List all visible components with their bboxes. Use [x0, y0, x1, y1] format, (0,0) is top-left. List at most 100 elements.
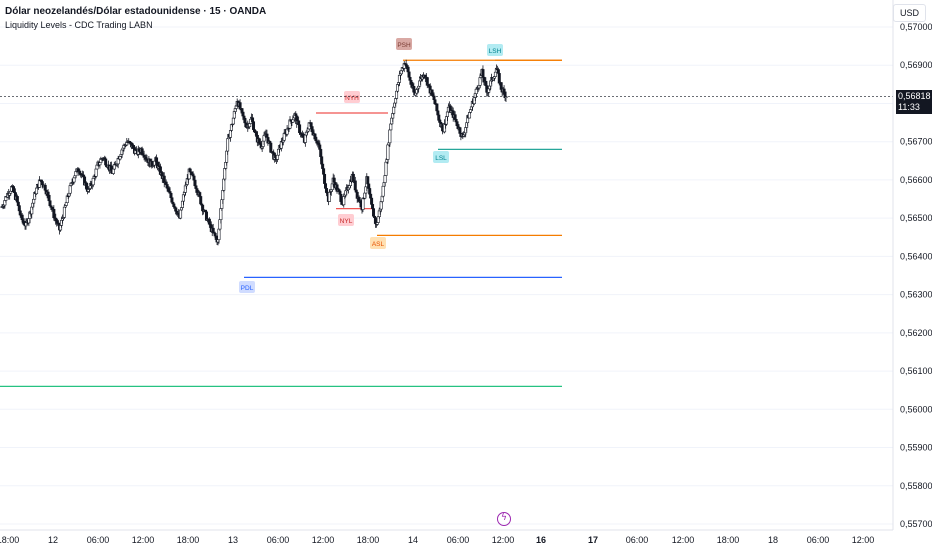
x-tick-label: 06:00	[87, 535, 110, 545]
candle-body	[372, 208, 376, 217]
last-price-value: 0,56818	[898, 90, 931, 101]
x-tick-label: 17	[588, 535, 598, 545]
level-tag-bg	[396, 38, 412, 50]
x-tick-label: 12:00	[312, 535, 335, 545]
last-price-tag: 0,56818 11:33	[896, 89, 932, 114]
candle-body	[433, 99, 437, 105]
y-tick-label: 0,56000	[900, 404, 932, 414]
candle-body	[198, 192, 202, 197]
indicator-label[interactable]: Liquidity Levels - CDC Trading LABN	[5, 20, 153, 30]
candle-body	[111, 168, 115, 174]
candle-body	[493, 71, 497, 77]
chart-symbol-title[interactable]: Dólar neozelandés/Dólar estadounidense ·…	[5, 6, 267, 17]
level-tag-bg	[370, 237, 386, 249]
x-tick-label: 06:00	[626, 535, 649, 545]
candle-body	[322, 168, 326, 175]
candle-body	[98, 162, 102, 166]
candle-body	[353, 180, 357, 191]
x-tick-label: 18	[768, 535, 778, 545]
level-tag-bg	[487, 44, 503, 56]
x-tick-label: 06:00	[807, 535, 830, 545]
chart-grid	[0, 26, 893, 525]
liquidity-levels: PSH LSH NYH LSL NYL ASL PDL	[0, 38, 893, 387]
y-tick-label: 0,56700	[900, 137, 932, 147]
candle-body	[15, 196, 19, 203]
candle-body	[62, 206, 66, 218]
level-tag-bg	[338, 214, 354, 226]
level-tag-label: PDL	[241, 285, 254, 292]
candle-body	[35, 187, 39, 195]
candle-body	[468, 109, 472, 113]
level-tag-label: LSL	[435, 155, 447, 162]
lightning-icon[interactable]: ϟ	[497, 512, 511, 526]
candle-body	[64, 202, 68, 206]
level-tag-label: PSH	[397, 42, 411, 49]
x-tick-label: 12:00	[132, 535, 155, 545]
x-tick-label: 12:00	[672, 535, 695, 545]
x-tick-label: 06:00	[447, 535, 470, 545]
candle-body	[388, 129, 392, 144]
candle-body	[48, 200, 52, 207]
level-tag-bg	[239, 281, 255, 293]
level-tag-label: NYL	[340, 218, 353, 225]
candle-body	[16, 201, 20, 206]
candle-body	[454, 118, 458, 122]
level-tag-label: NYH	[345, 95, 359, 102]
y-tick-label: 0,55900	[900, 443, 932, 453]
candle-body	[354, 189, 358, 193]
x-tick-label: 12	[48, 535, 58, 545]
bar-countdown: 11:33	[898, 101, 920, 112]
candlestick-series	[0, 59, 508, 246]
candle-body	[46, 191, 50, 196]
y-tick-label: 0,56200	[900, 328, 932, 338]
candle-body	[435, 103, 439, 112]
candle-body	[291, 119, 295, 123]
candle-body	[425, 77, 429, 86]
candle-body	[383, 175, 387, 183]
x-tick-label: 18:00	[177, 535, 200, 545]
candle-body	[474, 88, 478, 94]
x-tick-label: 14	[408, 535, 418, 545]
y-tick-label: 0,55700	[900, 519, 932, 529]
candle-body	[112, 164, 116, 170]
y-tick-label: 0,56100	[900, 366, 932, 376]
candle-body	[32, 198, 36, 204]
candle-body	[91, 177, 95, 186]
y-tick-label: 0,56600	[900, 175, 932, 185]
x-tick-label: 18:00	[0, 535, 19, 545]
x-tick-label: 12:00	[852, 535, 875, 545]
candle-body	[94, 168, 98, 177]
y-tick-label: 0,56400	[900, 251, 932, 261]
candle-body	[386, 144, 390, 160]
x-tick-label: 06:00	[267, 535, 290, 545]
candle-body	[361, 197, 365, 210]
candle-body	[406, 66, 410, 73]
candle-body	[211, 227, 215, 233]
x-tick-label: 18:00	[717, 535, 740, 545]
candle-body	[240, 108, 244, 113]
candle-body	[269, 142, 273, 153]
y-tick-label: 0,56300	[900, 290, 932, 300]
candle-body	[47, 194, 51, 202]
candle-body	[179, 209, 183, 219]
candle-body	[366, 176, 370, 185]
time-axis[interactable]: 18:00 12 06:00 12:00 18:00 13 06:00 12:00 18:00 1…	[0, 529, 893, 545]
level-tag-label: ASL	[372, 241, 385, 248]
x-tick-label: 18:00	[357, 535, 380, 545]
candle-body	[265, 133, 269, 138]
y-tick-label: 0,56500	[900, 213, 932, 223]
candle-body	[381, 185, 385, 197]
candle-body	[370, 197, 374, 205]
candle-body	[72, 177, 76, 183]
y-tick-label: 0,57000	[900, 22, 932, 32]
level-tag-label: LSH	[489, 48, 502, 55]
x-tick-label: 13	[228, 535, 238, 545]
candle-body	[504, 96, 508, 99]
currency-button[interactable]: USD	[892, 4, 926, 22]
x-tick-label: 16	[536, 535, 546, 545]
price-axis[interactable]: 0,570000,569000,568000,567000,566000,565…	[892, 0, 932, 530]
candle-body	[392, 106, 396, 114]
y-tick-label: 0,55800	[900, 481, 932, 491]
x-tick-label: 12:00	[492, 535, 515, 545]
